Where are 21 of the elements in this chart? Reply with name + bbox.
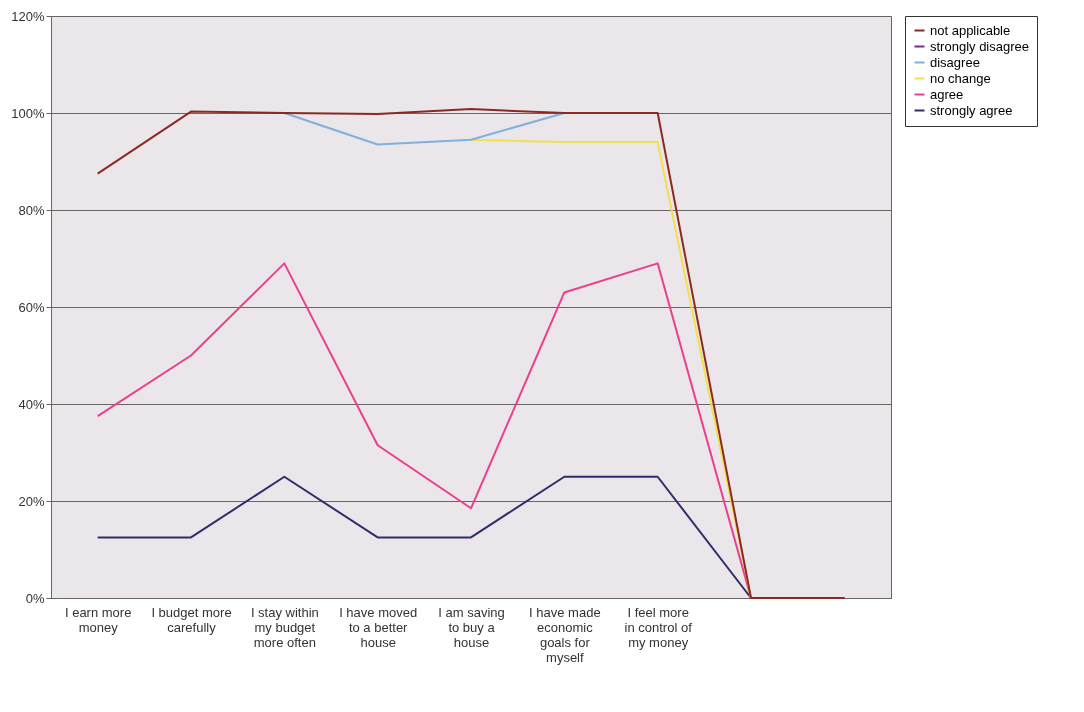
y-tick-label: 100% [11, 105, 45, 121]
y-tick-label: 20% [18, 493, 45, 509]
legend-label: strongly agree [930, 102, 1013, 118]
y-tick-label: 120% [11, 8, 45, 24]
x-tick-label: I budget more carefully [151, 604, 232, 635]
x-tick-label: I am saving to buy a house [438, 604, 505, 650]
x-tick-label: I have moved to a better house [339, 604, 418, 650]
x-tick-label: I have made economic goals for myself [529, 604, 601, 665]
legend-label: disagree [930, 54, 980, 70]
y-tick-label: 0% [25, 590, 45, 606]
legend-label: not applicable [930, 22, 1011, 38]
legend-label: strongly disagree [930, 38, 1029, 54]
line-series [96, 108, 846, 599]
legend-label: agree [930, 86, 964, 102]
y-tick-label: 60% [18, 299, 45, 315]
y-tick-label: 40% [18, 396, 45, 412]
legend-label: no change [930, 70, 991, 86]
y-tick-label: 80% [18, 202, 45, 218]
x-tick-label: I stay within my budget more often [250, 604, 319, 650]
x-tick-label: I earn more money [64, 604, 132, 635]
x-tick-label: I feel more in control of my money [624, 604, 693, 650]
